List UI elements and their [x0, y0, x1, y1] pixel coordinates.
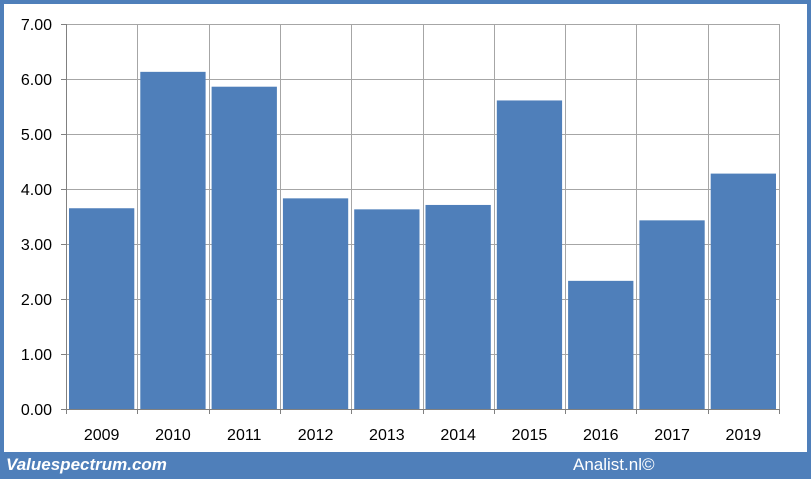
y-tick-label: 5.00 [21, 127, 52, 144]
y-tick-label: 2.00 [21, 292, 52, 309]
x-tick-label: 2013 [369, 427, 405, 444]
bar-2017 [639, 220, 705, 409]
x-tick-label: 2012 [298, 427, 334, 444]
bars [69, 71, 776, 409]
x-tick-label: 2016 [583, 427, 619, 444]
y-tick-label: 7.00 [21, 17, 52, 34]
bar-2009 [69, 208, 135, 409]
bar-2011 [211, 86, 277, 409]
y-tick-label: 0.00 [21, 402, 52, 419]
x-tick-label: 2010 [155, 427, 191, 444]
x-tick-labels: 2009 2010 2011 2012 2013 2014 2015 2016 2017 2019 [84, 427, 761, 444]
x-tick-label: 2015 [512, 427, 548, 444]
valuespectrum-credit[interactable]: Valuespectrum.com [6, 455, 167, 474]
y-tick-labels: 0.00 1.00 2.00 3.00 4.00 5.00 6.00 7.00 [21, 17, 52, 419]
x-tick-label: 2017 [654, 427, 690, 444]
footer-bar [0, 452, 811, 479]
analist-credit[interactable]: Analist.nl© [573, 455, 655, 474]
y-tick-label: 4.00 [21, 182, 52, 199]
x-tick-label: 2011 [227, 427, 262, 444]
bar-2010 [140, 71, 206, 409]
x-tick-label: 2009 [84, 427, 120, 444]
x-tick-label: 2019 [726, 427, 762, 444]
axes [61, 24, 780, 414]
bar-2015 [496, 100, 563, 409]
bar-2016 [568, 280, 634, 409]
bar-2013 [354, 209, 420, 409]
y-tick-label: 6.00 [21, 72, 52, 89]
bar-2019 [710, 173, 776, 409]
bar-2012 [282, 198, 349, 409]
x-tick-label: 2014 [440, 427, 476, 444]
y-tick-label: 3.00 [21, 237, 52, 254]
y-tick-label: 1.00 [21, 347, 52, 364]
bar-2014 [425, 204, 491, 409]
